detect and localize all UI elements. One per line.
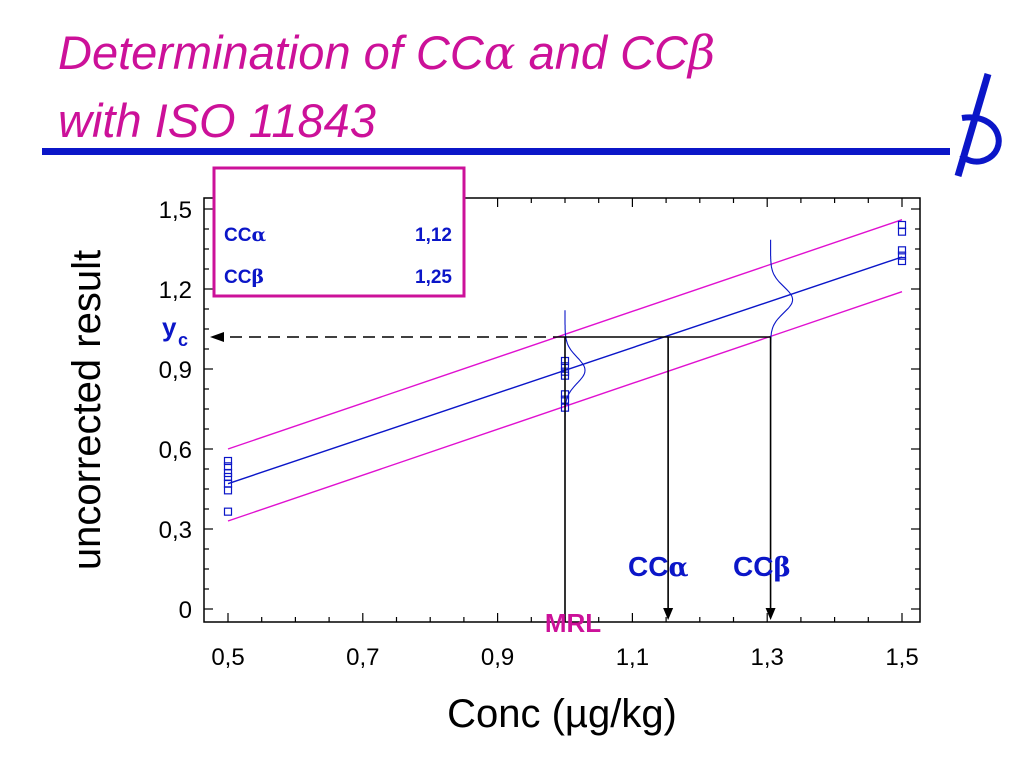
y-tick-label: 1,2: [159, 277, 192, 304]
cc-beta-label: CCβ: [733, 551, 791, 583]
data-point: [223, 456, 233, 466]
title-beta: β: [687, 26, 716, 81]
title-alpha: α: [483, 26, 516, 81]
data-point: [223, 486, 233, 495]
x-tick-label: 1,3: [751, 644, 784, 671]
axis-labels: 0,5 0,7 0,9 1,1 1,3 1,5 0 0,3 0,6 0,9 1,2 1,5 Conc (…: [65, 197, 919, 736]
cc-alpha-arrowhead: [663, 608, 674, 620]
yc-arrowhead: [210, 332, 224, 342]
title-underline: [42, 148, 950, 155]
y-tick-label: 0: [179, 597, 192, 624]
y-tick-label: 0,3: [159, 517, 192, 544]
yc-label: y: [162, 312, 177, 342]
cc-alpha-label: CCα: [628, 551, 688, 583]
data-point: [897, 256, 907, 266]
y-axis-label: uncorrected result: [65, 250, 109, 570]
cc-beta-arrowhead: [765, 608, 776, 620]
data-point: [223, 462, 233, 471]
y-tick-label: 0,9: [159, 357, 192, 384]
x-tick-label: 0,9: [481, 644, 514, 671]
data-point: [897, 227, 907, 236]
legend-row-value: 1,25: [415, 267, 452, 288]
data-point: [897, 246, 907, 255]
page-title-line1: Determination of CCα and CCβ: [58, 28, 715, 79]
page-title-line2: with ISO 11843: [58, 94, 376, 147]
data-point: [897, 220, 907, 230]
legend-row-value: 1,12: [415, 225, 452, 246]
legend-box: [212, 166, 466, 298]
x-tick-label: 1,1: [616, 644, 649, 671]
yc-label-subscript: c: [178, 330, 188, 350]
mrl-label: MRL: [545, 608, 601, 638]
plot-frame: [203, 197, 921, 623]
y-tick-label: 0,6: [159, 437, 192, 464]
x-tick-label: 1,5: [885, 644, 918, 671]
plot-area: [203, 197, 921, 623]
title-text-b: and CC: [515, 26, 688, 79]
legend-table: CCα 1,12 CCβ 1,25: [212, 166, 466, 298]
x-axis-label: Conc (µg/kg): [447, 692, 677, 736]
legend-row-name: CCα: [224, 224, 266, 246]
x-tick-label: 0,5: [211, 644, 244, 671]
data-point: [897, 251, 907, 260]
x-tick-label: 0,7: [346, 644, 379, 671]
data-point: [223, 507, 233, 516]
y-tick-label: 1,5: [159, 197, 192, 224]
slash-hook-logo-icon: [954, 73, 1002, 177]
title-text-a: Determination of CC: [58, 26, 484, 79]
legend-row-name: CCβ: [224, 266, 264, 288]
